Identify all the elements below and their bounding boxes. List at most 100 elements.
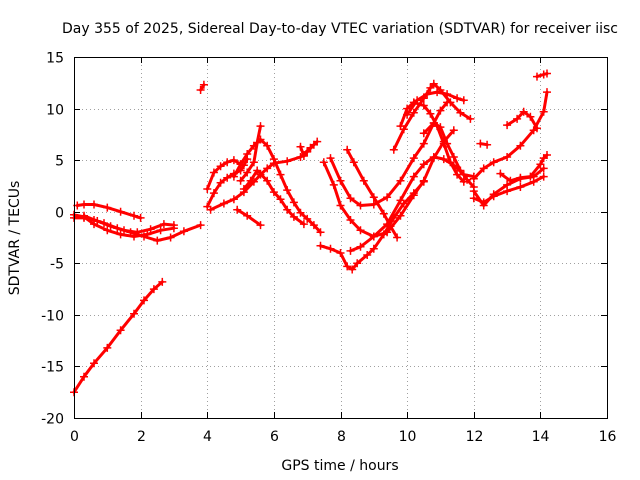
series-trace (472, 90, 549, 181)
data-point-marker (269, 155, 278, 164)
data-point-marker (423, 90, 432, 99)
data-point-marker (243, 168, 252, 177)
data-point-marker (426, 109, 435, 118)
data-point-marker (130, 232, 138, 241)
series-trace (392, 82, 472, 152)
data-point-marker (543, 151, 551, 159)
series-track-26 (476, 139, 492, 149)
data-point-marker (409, 191, 418, 200)
data-point-marker (103, 226, 112, 235)
series-trace (299, 143, 316, 158)
data-point-marker (383, 193, 392, 202)
data-point-marker (348, 265, 357, 274)
data-point-marker (346, 216, 355, 224)
x-tick-label: 2 (137, 429, 146, 445)
data-point-marker (329, 180, 338, 189)
data-point-marker (526, 112, 535, 121)
data-point-marker (216, 178, 225, 187)
data-point-marker (309, 140, 318, 149)
series-track-4 (70, 210, 178, 241)
data-point-marker (120, 226, 128, 235)
series-trace (242, 169, 306, 226)
series-track-21 (403, 88, 468, 119)
y-tick-label: 0 (55, 206, 64, 222)
data-point-marker (253, 166, 262, 175)
series-track-5 (80, 211, 178, 237)
data-point-marker (136, 213, 145, 222)
data-point-marker (269, 188, 278, 197)
data-point-marker (503, 153, 512, 161)
data-point-marker (116, 207, 125, 216)
series-track-23 (396, 98, 468, 186)
data-point-marker (386, 222, 395, 231)
series-trace (349, 155, 476, 253)
data-point-marker (369, 232, 378, 241)
data-point-marker (283, 205, 292, 214)
data-point-marker (169, 221, 178, 230)
data-point-marker (396, 122, 405, 131)
data-point-marker (276, 195, 285, 204)
data-point-marker (479, 201, 488, 210)
data-point-marker (516, 173, 525, 182)
data-point-marker (383, 228, 392, 237)
data-point-marker (449, 153, 458, 161)
x-tick-label: 6 (270, 429, 279, 445)
x-tick-label: 10 (399, 429, 417, 445)
data-point-marker (239, 185, 248, 193)
series-track-10 (233, 205, 265, 230)
data-point-marker (143, 230, 152, 239)
data-point-marker (216, 162, 225, 171)
data-point-marker (249, 158, 258, 167)
data-point-marker (439, 155, 448, 164)
data-point-marker (379, 209, 388, 218)
y-tick-label: 15 (46, 51, 64, 67)
data-point-marker (229, 172, 238, 181)
data-point-marker (103, 343, 112, 352)
data-point-marker (356, 242, 365, 251)
data-point-marker (393, 233, 402, 242)
grid (74, 57, 607, 418)
x-tick-label: 12 (466, 429, 484, 445)
data-point-marker (253, 138, 262, 147)
data-point-marker (229, 195, 238, 204)
data-point-marker (516, 183, 525, 191)
data-point-marker (236, 160, 245, 169)
data-point-marker (519, 107, 528, 116)
data-point-marker (326, 244, 335, 253)
data-point-marker (336, 176, 345, 185)
x-tick-label: 4 (203, 429, 212, 445)
data-point-marker (429, 153, 438, 161)
data-point-marker (156, 226, 165, 235)
data-point-marker (346, 194, 355, 203)
data-point-marker (453, 94, 462, 103)
data-point-marker (229, 156, 238, 165)
data-point-marker (336, 249, 345, 257)
data-point-marker (539, 107, 548, 116)
series-track-13 (239, 166, 308, 229)
data-point-marker (103, 203, 112, 212)
data-point-marker (158, 277, 167, 286)
y-tick-label: -5 (50, 257, 64, 273)
data-point-marker (346, 246, 355, 255)
data-point-marker (299, 152, 308, 160)
data-point-marker (223, 158, 232, 167)
x-axis-label: GPS time / hours (281, 458, 398, 474)
data-point-marker (433, 122, 442, 131)
series-track-14 (296, 140, 318, 160)
data-point-marker (433, 88, 442, 97)
data-point-marker (149, 285, 158, 294)
data-point-marker (263, 141, 272, 150)
data-point-marker (303, 147, 312, 156)
data-point-marker (409, 154, 418, 163)
data-point-marker (479, 164, 488, 173)
data-point-marker (469, 174, 478, 183)
series-track-30 (533, 69, 551, 81)
data-point-marker (309, 221, 318, 230)
data-point-marker (426, 83, 435, 92)
data-point-marker (106, 222, 115, 231)
y-tick-label: 10 (46, 103, 64, 119)
data-point-marker (206, 205, 215, 214)
data-point-marker (409, 108, 418, 117)
data-point-marker (446, 98, 455, 107)
series-trace (399, 100, 466, 184)
